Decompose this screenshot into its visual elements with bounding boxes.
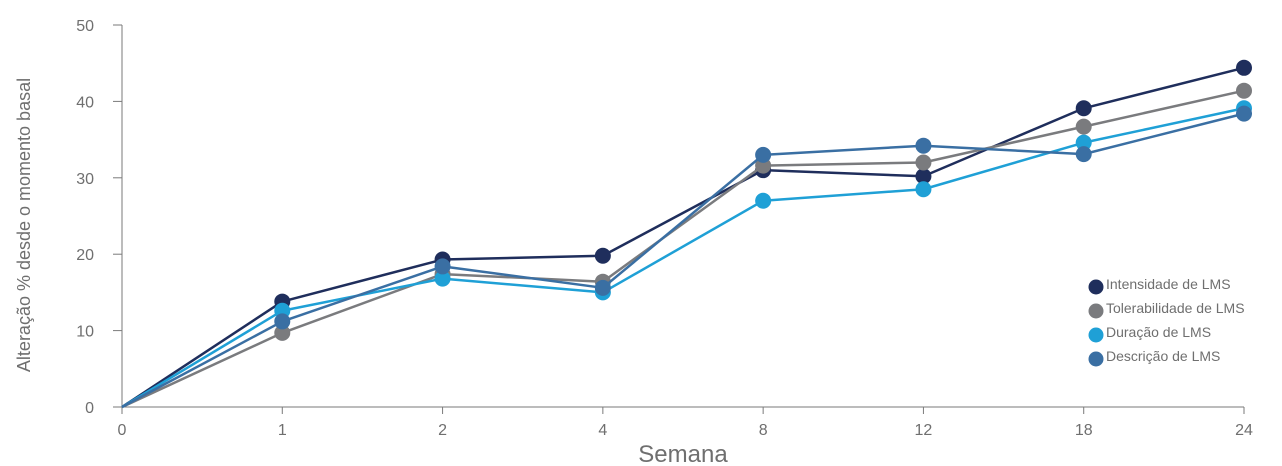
data-point — [594, 279, 611, 296]
legend-label: Duração de LMS — [1106, 324, 1211, 340]
data-point — [755, 146, 772, 163]
series-line — [121, 66, 1245, 409]
legend-marker — [1088, 279, 1104, 295]
y-axis-title: Alteração % desde o momento basal — [14, 78, 34, 372]
data-point — [1236, 59, 1252, 76]
data-point — [1236, 105, 1252, 122]
data-point — [915, 181, 932, 198]
x-tick-label: 18 — [1075, 422, 1093, 439]
data-point — [1075, 146, 1092, 163]
data-point — [755, 192, 772, 209]
y-tick-label: 50 — [76, 18, 94, 35]
x-tick-label: 12 — [915, 422, 933, 439]
axes — [121, 25, 1244, 408]
x-tick-label: 1 — [278, 422, 287, 439]
y-ticks: 0 10 20 30 40 50 — [76, 18, 122, 417]
legend: Intensidade de LMS Tolerabilidade de LMS D… — [1088, 276, 1245, 367]
series-line — [121, 89, 1245, 409]
x-axis-title: Semana — [638, 441, 728, 466]
y-tick-label: 10 — [76, 324, 94, 341]
series-4 — [121, 105, 1252, 409]
series-line — [121, 107, 1245, 409]
data-point — [594, 247, 611, 264]
series-1 — [121, 59, 1252, 409]
y-tick-label: 40 — [76, 94, 94, 111]
data-point — [434, 258, 451, 275]
data-point — [1236, 82, 1252, 99]
legend-marker — [1088, 303, 1104, 319]
data-point — [274, 324, 291, 341]
y-tick-label: 20 — [76, 247, 94, 264]
x-tick-label: 8 — [759, 422, 768, 439]
data-point — [274, 313, 291, 330]
y-tick-label: 30 — [76, 171, 94, 188]
legend-marker — [1088, 327, 1104, 343]
legend-marker — [1088, 351, 1104, 367]
data-point — [1075, 118, 1092, 135]
data-point — [915, 168, 932, 185]
series-group — [121, 59, 1252, 409]
legend-label: Intensidade de LMS — [1106, 276, 1231, 292]
data-point — [915, 137, 932, 154]
series-line — [121, 112, 1245, 409]
x-ticks: 0 1 2 4 8 12 18 24 — [118, 407, 1253, 439]
x-tick-label: 24 — [1235, 422, 1253, 439]
x-tick-label: 0 — [118, 422, 127, 439]
x-tick-label: 2 — [438, 422, 447, 439]
y-tick-label: 0 — [85, 400, 94, 417]
data-point — [1075, 100, 1092, 117]
data-point — [915, 154, 932, 171]
x-tick-label: 4 — [598, 422, 607, 439]
legend-label: Tolerabilidade de LMS — [1106, 300, 1245, 316]
data-point — [1075, 134, 1092, 151]
legend-label: Descrição de LMS — [1106, 348, 1220, 364]
data-point — [434, 270, 451, 287]
